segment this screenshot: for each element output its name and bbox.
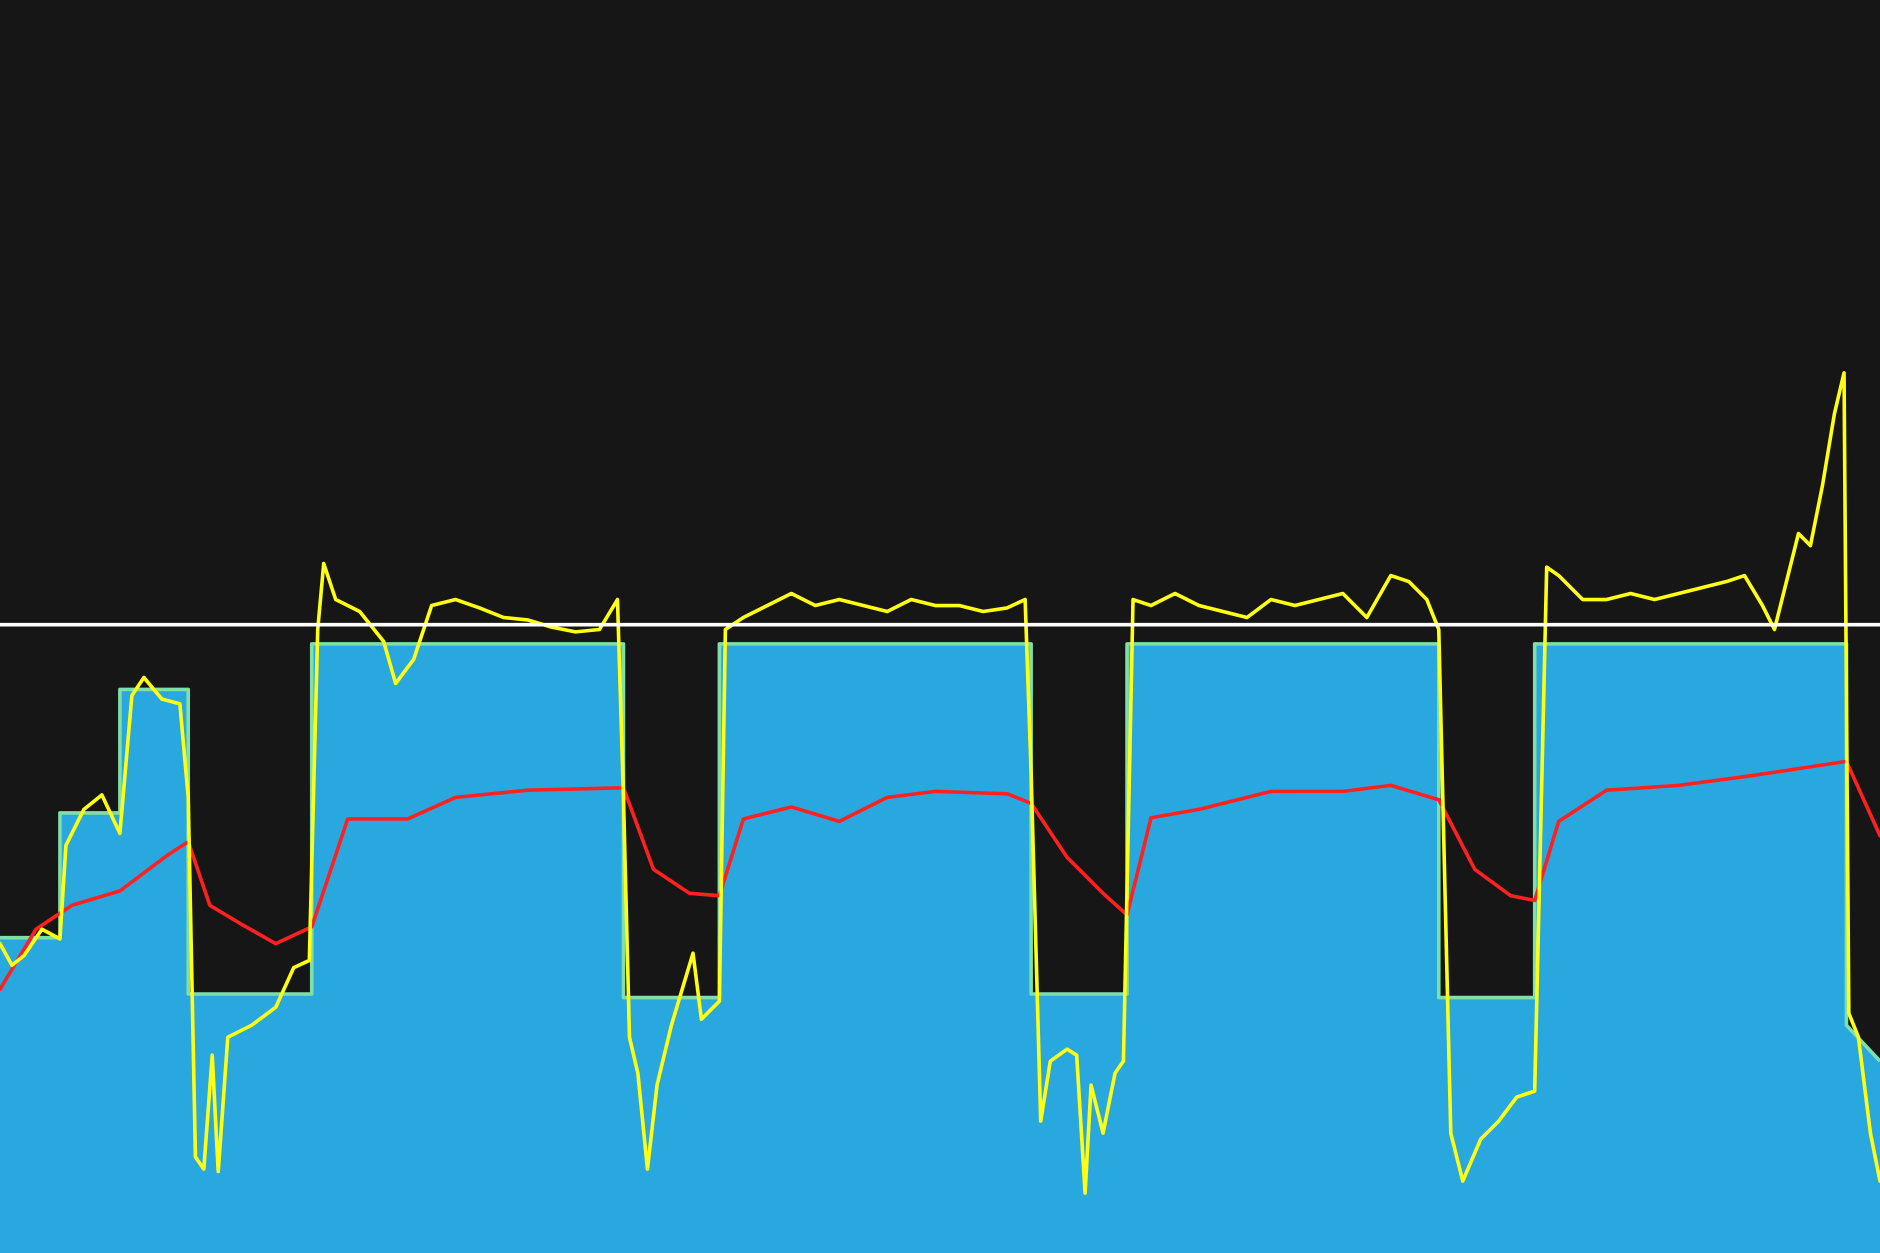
line-series-1: [0, 759, 1880, 992]
area-series-outline-0: [0, 642, 1880, 1063]
line-series-2: [0, 371, 1880, 1195]
series-layer: [0, 371, 1880, 1253]
